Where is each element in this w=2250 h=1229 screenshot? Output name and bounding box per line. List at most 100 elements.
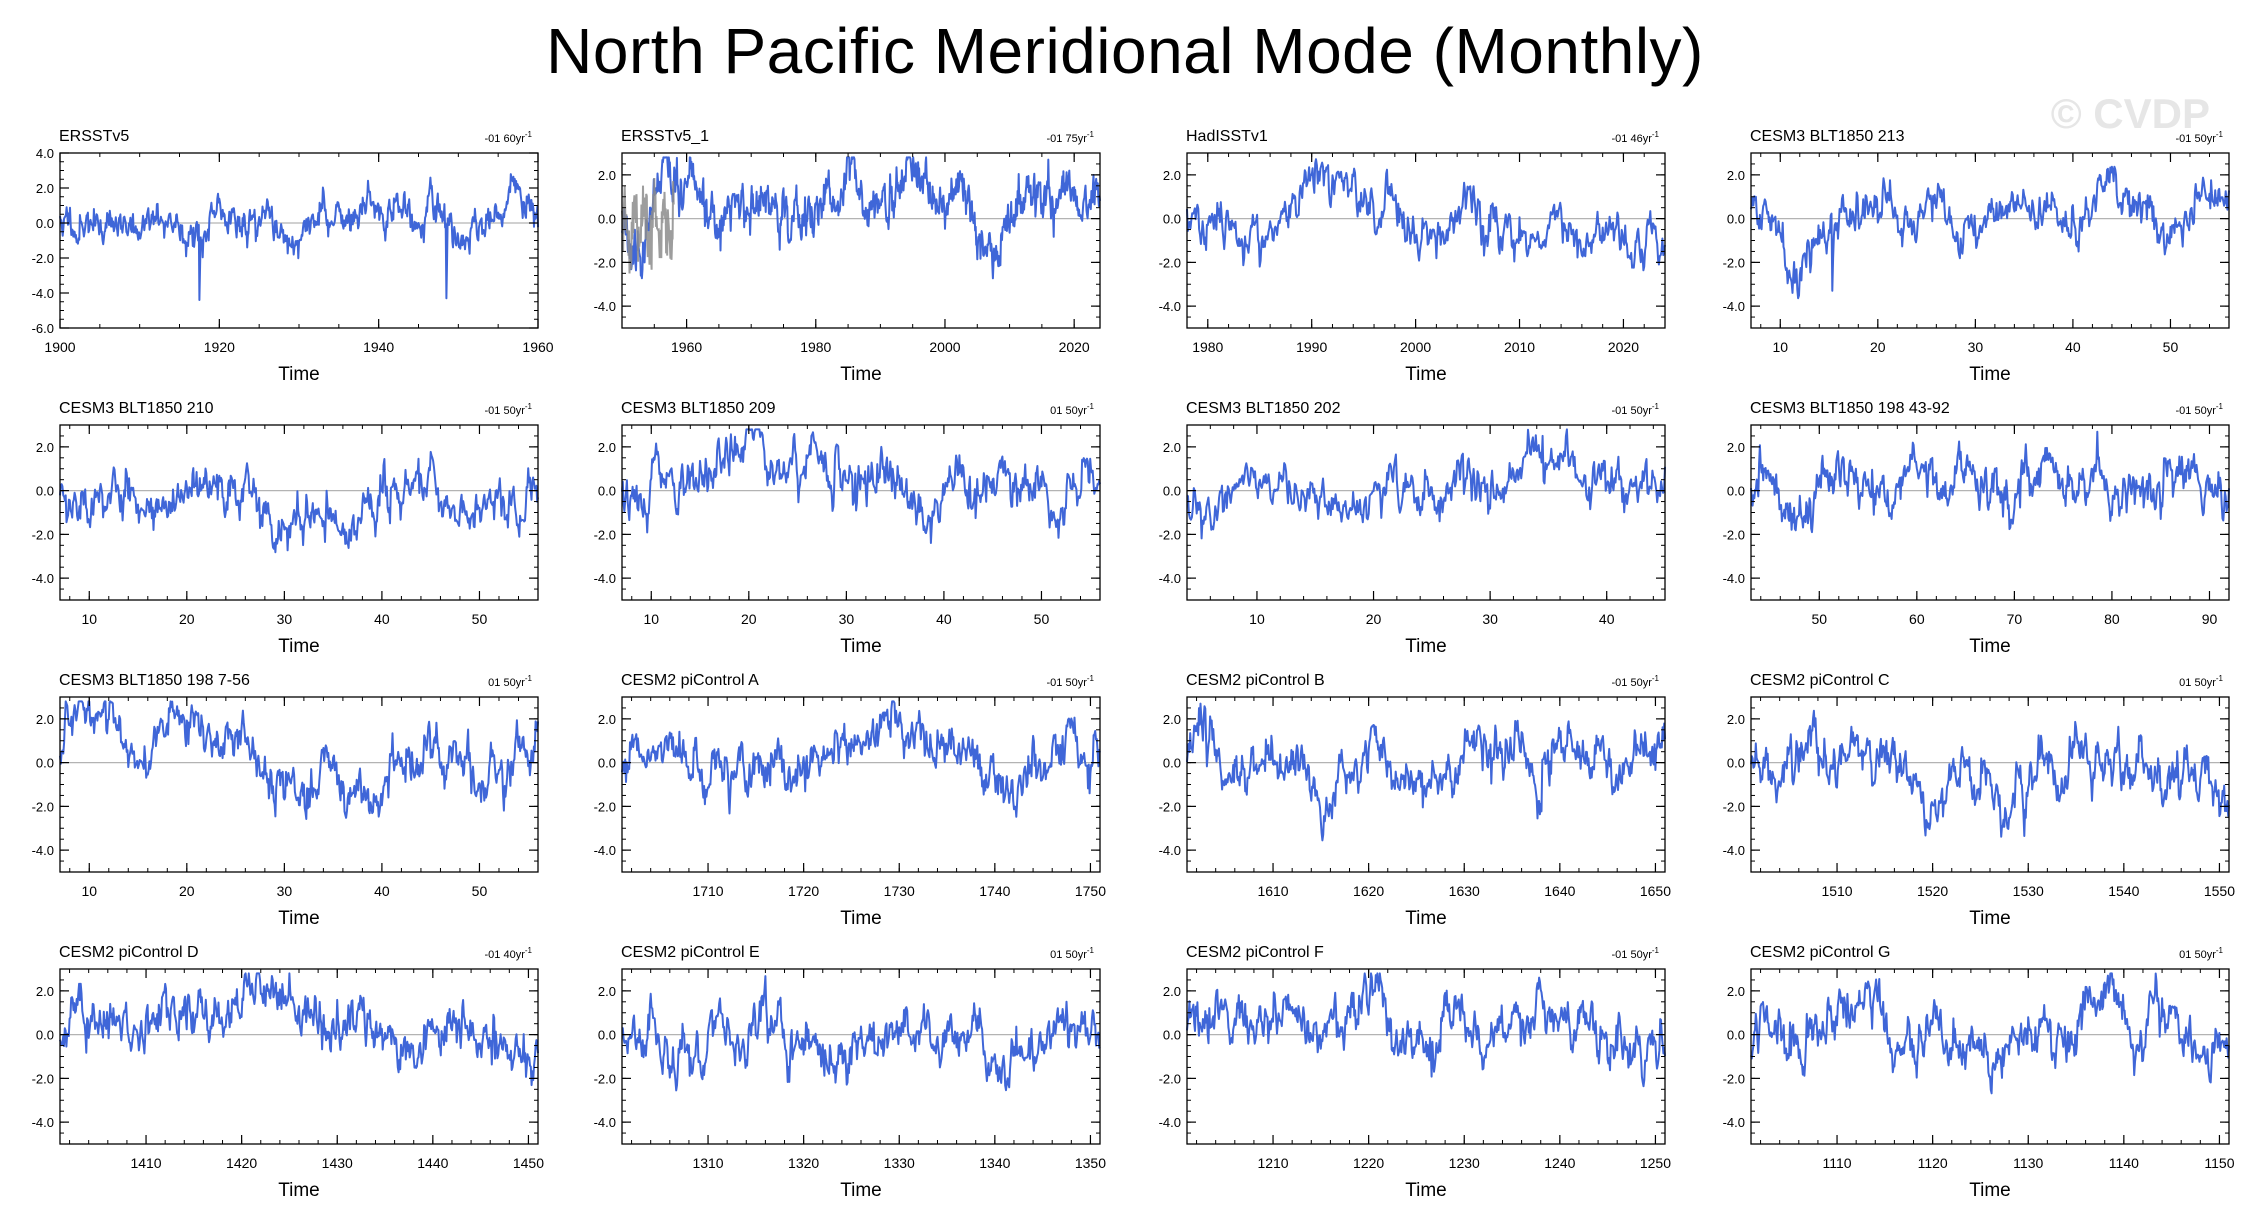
trend-exponent: -1 <box>525 674 533 683</box>
x-tick-label: 10 <box>1772 339 1788 355</box>
trend-exponent: -1 <box>1087 130 1095 139</box>
series-line <box>59 972 539 1087</box>
x-tick-label: 30 <box>1968 339 1984 355</box>
panel-title: ERSSTv5 <box>59 128 129 145</box>
x-tick-label: 1720 <box>788 883 819 899</box>
y-tick-label: 4.0 <box>36 146 54 161</box>
trend-exponent: -1 <box>2216 946 2224 955</box>
y-tick-label: 2.0 <box>36 712 54 727</box>
series-line <box>1186 428 1666 540</box>
panel-title: CESM2 piControl C <box>1750 672 1890 689</box>
y-tick-label: 2.0 <box>1727 712 1745 727</box>
x-tick-label: 20 <box>1366 611 1382 627</box>
trend-label: 01 50yr-1 <box>2179 946 2223 961</box>
series-line <box>59 173 539 301</box>
y-tick-label: -4.0 <box>1723 1115 1745 1130</box>
y-tick-label: 0.0 <box>36 216 54 231</box>
chart-panel-15: CESM2 piControl F -01 50yr-1 2.0 0.0 -2.0 -4.… <box>1159 944 1672 1201</box>
x-tick-label: 1540 <box>2108 883 2139 899</box>
panel-title: CESM3 BLT1850 213 <box>1750 128 1905 145</box>
trend-label: -01 50yr-1 <box>2176 130 2224 145</box>
x-axis-label: Time <box>1969 364 2011 385</box>
y-tick-label: -4.0 <box>1159 1115 1181 1130</box>
panel-title: CESM2 piControl D <box>59 944 199 961</box>
x-tick-label: 1750 <box>1075 883 1106 899</box>
series-line <box>1750 430 2230 534</box>
page-title: North Pacific Meridional Mode (Monthly) <box>546 15 1704 87</box>
trend-exponent: -1 <box>2216 402 2224 411</box>
x-tick-label: 60 <box>1909 611 1925 627</box>
trend-exponent: -1 <box>1087 402 1095 411</box>
y-tick-label: 2.0 <box>1163 168 1181 183</box>
trend-label: 01 50yr-1 <box>1050 402 1094 417</box>
x-tick-label: 1520 <box>1917 883 1948 899</box>
y-tick-label: 2.0 <box>1727 984 1745 999</box>
x-tick-label: 20 <box>741 611 757 627</box>
obs-overlay-line <box>621 177 675 274</box>
x-tick-label: 1340 <box>979 1155 1010 1171</box>
panel-title: CESM3 BLT1850 210 <box>59 400 214 417</box>
x-tick-label: 2000 <box>929 339 960 355</box>
x-tick-label: 10 <box>81 883 97 899</box>
plot-frame <box>1186 424 1666 601</box>
trend-exponent: -1 <box>1652 946 1660 955</box>
chart-panel-9: CESM3 BLT1850 198 7-56 01 50yr-1 2.0 0.0 -2.… <box>32 672 539 929</box>
x-tick-label: 40 <box>2065 339 2081 355</box>
y-tick-label: 2.0 <box>36 440 54 455</box>
x-axis-label: Time <box>840 636 882 657</box>
trend-label: -01 50yr-1 <box>1047 674 1095 689</box>
x-tick-label: 30 <box>277 883 293 899</box>
x-tick-label: 40 <box>374 883 390 899</box>
y-tick-label: 2.0 <box>598 984 616 999</box>
trend-label: -01 75yr-1 <box>1047 130 1095 145</box>
x-tick-label: 1230 <box>1449 1155 1480 1171</box>
y-tick-label: -2.0 <box>1159 255 1181 270</box>
x-axis-label: Time <box>278 636 320 657</box>
y-tick-label: -2.0 <box>32 1071 54 1086</box>
x-tick-label: 40 <box>936 611 952 627</box>
y-tick-label: -2.0 <box>1159 1071 1181 1086</box>
panel-title: ERSSTv5_1 <box>621 128 709 145</box>
series-line <box>1750 972 2230 1095</box>
trend-exponent: -1 <box>525 946 533 955</box>
plot-frame <box>1750 424 2230 601</box>
x-axis-label: Time <box>1405 364 1447 385</box>
y-tick-label: 0.0 <box>598 212 616 227</box>
chart-panel-7: CESM3 BLT1850 202 -01 50yr-1 2.0 0.0 -2.0 -4.… <box>1159 400 1666 657</box>
y-tick-label: -4.0 <box>1723 299 1745 314</box>
x-tick-label: 2010 <box>1504 339 1535 355</box>
x-tick-label: 1140 <box>2109 1155 2139 1171</box>
y-tick-label: -2.0 <box>1723 255 1745 270</box>
x-tick-label: 1640 <box>1544 883 1575 899</box>
x-axis-label: Time <box>278 1180 320 1201</box>
x-axis-label: Time <box>840 1180 882 1201</box>
y-tick-label: 0.0 <box>1163 484 1181 499</box>
y-tick-label: 2.0 <box>36 181 54 196</box>
trend-label: 01 50yr-1 <box>488 674 532 689</box>
trend-exponent: -1 <box>2216 130 2224 139</box>
x-axis-label: Time <box>1969 1180 2011 1201</box>
x-tick-label: 50 <box>1034 611 1050 627</box>
x-axis-label: Time <box>278 908 320 929</box>
y-tick-label: -2.0 <box>32 799 54 814</box>
y-tick-label: -4.0 <box>1159 299 1181 314</box>
trend-label: -01 50yr-1 <box>1612 402 1660 417</box>
panel-title: CESM3 BLT1850 202 <box>1186 400 1341 417</box>
y-tick-label: -2.0 <box>594 1071 616 1086</box>
x-tick-label: 1440 <box>417 1155 448 1171</box>
y-tick-label: -4.0 <box>1159 843 1181 858</box>
x-tick-label: 30 <box>1482 611 1498 627</box>
y-tick-label: -2.0 <box>594 255 616 270</box>
x-tick-label: 10 <box>643 611 659 627</box>
trend-label: 01 50yr-1 <box>2179 674 2223 689</box>
x-tick-label: 1980 <box>800 339 831 355</box>
y-tick-label: -2.0 <box>1723 799 1745 814</box>
y-tick-label: -2.0 <box>594 527 616 542</box>
series-line <box>621 975 1101 1092</box>
panel-title: CESM2 piControl F <box>1186 944 1324 961</box>
y-tick-label: 0.0 <box>1163 1028 1181 1043</box>
chart-panel-13: CESM2 piControl D -01 40yr-1 2.0 0.0 -2.0 -4.… <box>32 944 545 1201</box>
x-tick-label: 1730 <box>884 883 915 899</box>
x-tick-label: 80 <box>2104 611 2120 627</box>
